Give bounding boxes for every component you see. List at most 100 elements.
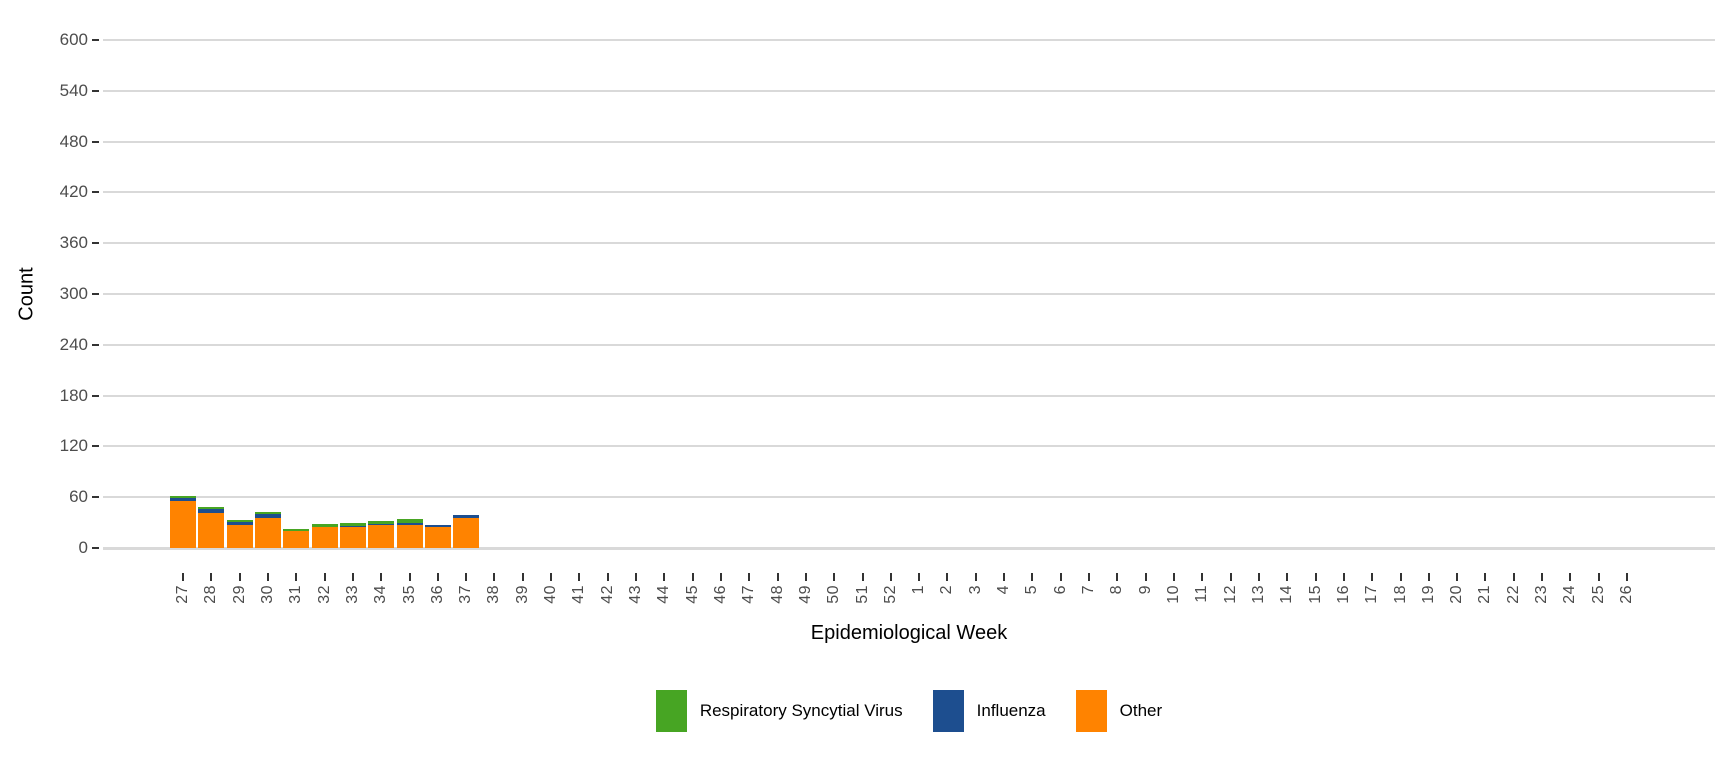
legend-item: Other: [1075, 690, 1163, 732]
x-axis-tick-label: 44: [655, 585, 673, 604]
x-axis-tick-label: 11: [1193, 585, 1211, 603]
bar-segment-respiratory-syncytial-virus: [254, 511, 281, 515]
x-axis-tick-label: 2: [938, 585, 956, 595]
y-gridline: [103, 394, 1715, 397]
x-axis-tick-label: 21: [1476, 585, 1494, 604]
y-gridline: [103, 343, 1715, 346]
x-axis-tick-label: 34: [372, 585, 390, 604]
x-axis-tick: [351, 573, 354, 581]
x-axis-tick-label: 27: [174, 585, 191, 604]
x-axis-tick-label: 33: [343, 585, 361, 604]
x-axis-tick-label: 17: [1363, 585, 1381, 604]
y-gridline: [103, 191, 1715, 194]
x-axis-tick-label: 18: [1391, 585, 1409, 604]
bar-segment-influenza: [368, 524, 395, 526]
x-axis-tick-label: 47: [740, 585, 758, 604]
x-axis-tick-label: 38: [485, 585, 503, 604]
bar-segment-other: [368, 525, 395, 548]
x-axis-tick-label: 20: [1448, 585, 1466, 604]
x-axis-tick: [266, 573, 269, 581]
x-axis-tick: [1371, 573, 1374, 581]
x-axis-tick: [238, 573, 241, 581]
x-axis-tick-label: 9: [1136, 585, 1154, 595]
x-axis-tick-label: 51: [853, 585, 871, 604]
x-axis-tick: [1088, 573, 1091, 581]
x-axis-tick: [1399, 573, 1402, 581]
x-axis-tick: [861, 573, 864, 581]
x-axis-tick: [1201, 573, 1204, 581]
x-axis-tick: [1626, 573, 1628, 581]
bar-segment-respiratory-syncytial-virus: [283, 528, 310, 532]
x-axis-tick: [1003, 573, 1006, 581]
x-axis-tick: [833, 573, 836, 581]
x-axis-tick-label: 8: [1108, 585, 1126, 595]
x-axis-tick: [889, 573, 892, 581]
y-axis-tick-label: 180: [59, 385, 88, 405]
y-axis-tick-label: 300: [59, 284, 88, 303]
x-axis-tick: [1456, 573, 1459, 581]
bar-segment-respiratory-syncytial-virus: [368, 520, 395, 525]
x-axis-tick: [719, 573, 722, 581]
y-gridline: [103, 496, 1715, 499]
x-axis-tick: [748, 573, 751, 581]
bar-segment-influenza: [424, 525, 451, 527]
x-axis-tick-label: 1: [910, 585, 928, 595]
x-axis-tick: [1116, 573, 1119, 581]
x-axis-tick-label: 36: [428, 585, 446, 604]
bar-segment-other: [424, 526, 451, 548]
x-axis-tick-label: 14: [1278, 585, 1296, 604]
x-axis-tick: [550, 573, 553, 581]
bar-segment-other: [311, 526, 338, 548]
y-axis-tick: [92, 496, 99, 499]
x-axis-tick: [1569, 573, 1572, 581]
x-axis-tick: [521, 573, 524, 581]
y-gridline: [103, 39, 1715, 41]
x-axis-tick-label: 23: [1533, 585, 1551, 604]
x-axis-tick: [1427, 573, 1430, 581]
y-axis-tick-label: 240: [59, 334, 88, 354]
x-axis-tick-label: 42: [598, 585, 616, 604]
y-axis-tick: [92, 343, 99, 346]
bar-segment-other: [453, 518, 480, 548]
x-axis-tick: [1059, 573, 1062, 581]
y-axis-tick: [92, 89, 99, 92]
x-axis-tick-label: 28: [202, 585, 220, 604]
x-axis-tick-label: 30: [258, 585, 276, 604]
x-axis-tick: [323, 573, 326, 581]
bar-segment-influenza: [226, 521, 253, 526]
legend-swatch-icon: [932, 690, 964, 732]
y-axis-tick: [92, 191, 99, 194]
x-axis-tick-label: 26: [1618, 585, 1635, 604]
x-axis-tick: [918, 573, 921, 581]
x-axis-tick: [1172, 573, 1175, 581]
bar-segment-other: [198, 513, 225, 548]
y-axis-tick-label: 480: [59, 131, 88, 151]
legend: Respiratory Syncytial Virus Influenza Othe…: [103, 690, 1715, 732]
bar-segment-respiratory-syncytial-virus: [396, 519, 423, 524]
y-gridline: [103, 242, 1715, 245]
bar-segment-influenza: [198, 509, 225, 514]
x-axis-tick: [210, 573, 213, 581]
bar-segment-respiratory-syncytial-virus: [311, 524, 338, 527]
x-axis-tick: [578, 573, 581, 581]
bar-segment-respiratory-syncytial-virus: [198, 507, 225, 510]
x-axis-tick: [946, 573, 949, 581]
x-axis-tick-label: 39: [513, 585, 531, 604]
x-axis-tick-label: 43: [627, 585, 645, 604]
legend-label: Other: [1119, 701, 1163, 720]
y-axis-tick: [92, 293, 99, 295]
x-axis-tick: [1144, 573, 1147, 581]
legend-item: Influenza: [932, 690, 1046, 732]
bar-segment-other: [396, 525, 423, 548]
x-axis-tick-label: 10: [1164, 585, 1182, 604]
x-axis-tick-label: 48: [768, 585, 786, 604]
x-axis-tick: [182, 573, 184, 581]
x-axis-tick-label: 5: [1023, 585, 1041, 595]
bar-segment-respiratory-syncytial-virus: [339, 522, 366, 526]
legend-swatch-icon: [1075, 690, 1107, 732]
y-axis-tick: [92, 39, 99, 41]
x-axis-tick-label: 7: [1080, 585, 1098, 595]
bar-segment-other: [283, 531, 310, 548]
y-axis-tick-label: 60: [69, 487, 88, 507]
